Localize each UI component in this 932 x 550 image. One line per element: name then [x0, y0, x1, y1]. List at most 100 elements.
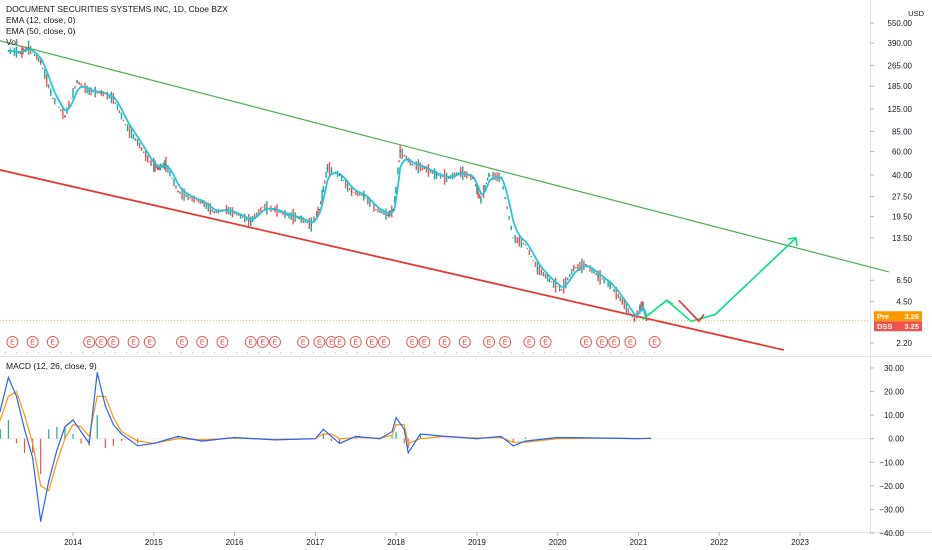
- volume-legend[interactable]: Vol: [6, 37, 18, 47]
- macd-data-point: [338, 442, 341, 445]
- earnings-circle: [580, 336, 592, 348]
- price-tick-label: 85.00: [892, 127, 913, 136]
- earnings-circle: [624, 336, 637, 348]
- earnings-marker: E: [499, 336, 512, 348]
- macd-data-point: [15, 395, 18, 397]
- time-tick-label: 2014: [64, 538, 82, 547]
- volume-bar: [93, 352, 94, 354]
- macd-data-point: [80, 431, 82, 433]
- price-tick-label: 125.00: [888, 105, 913, 114]
- ema12-legend[interactable]: EMA (12, close, 0): [6, 15, 76, 25]
- price-tick-label: 40.00: [892, 171, 913, 180]
- price-data-point: [19, 51, 22, 54]
- volume-bar: [313, 352, 314, 354]
- volume-bar: [71, 352, 72, 354]
- price-data-point: [512, 237, 515, 239]
- macd-data-point: [637, 438, 640, 440]
- volume-bar: [489, 352, 490, 354]
- time-tick-label: 2021: [630, 538, 648, 547]
- volume-bar: [610, 352, 611, 354]
- volume-bar: [478, 352, 479, 354]
- earnings-circle: [256, 336, 269, 348]
- volume-bar: [291, 352, 292, 354]
- volume-bar: [599, 352, 600, 354]
- volume-bar: [258, 352, 259, 354]
- price-data-point: [39, 61, 42, 63]
- macd-data-point: [330, 435, 333, 437]
- earnings-marker: E: [216, 336, 229, 348]
- time-tick-label: 2016: [226, 538, 244, 547]
- macd-data-point: [524, 440, 526, 442]
- price-tick-label: 390.00: [888, 39, 913, 48]
- earnings-circle: [406, 336, 419, 348]
- earnings-letter: E: [200, 340, 205, 347]
- time-tick-label: 2023: [791, 538, 809, 547]
- earnings-marker: E: [349, 336, 362, 348]
- volume-bar: [632, 352, 633, 354]
- time-tick-label: 2019: [468, 538, 486, 547]
- earnings-letter: E: [317, 340, 322, 347]
- volume-bar: [247, 352, 248, 354]
- price-data-point: [411, 163, 414, 166]
- earnings-circle: [349, 336, 362, 348]
- earnings-letter: E: [30, 340, 35, 347]
- macd-data-point: [56, 449, 58, 452]
- earnings-circle: [83, 336, 96, 348]
- volume-bar: [225, 352, 226, 354]
- price-tick-label: 4.50: [896, 298, 912, 307]
- price-data-point: [387, 214, 389, 216]
- price-data-point: [423, 167, 426, 169]
- price-data-point: [213, 211, 216, 214]
- price-data-point: [645, 319, 648, 322]
- price-tick-label: 13.50: [892, 234, 913, 243]
- price-data-point: [641, 303, 644, 305]
- earnings-circle: [196, 336, 209, 348]
- earnings-circle: [6, 336, 19, 348]
- volume-bar: [456, 352, 457, 354]
- price-data-point: [585, 263, 587, 266]
- price-data-point: [573, 267, 575, 269]
- macd-legend[interactable]: MACD (12, 26, close, 9): [6, 361, 97, 371]
- volume-bar: [577, 352, 578, 354]
- price-data-point: [338, 174, 341, 176]
- volume-bar: [544, 352, 545, 354]
- earnings-letter: E: [422, 340, 427, 347]
- macd-data-point: [557, 436, 559, 439]
- price-data-point: [399, 150, 401, 153]
- earnings-letter: E: [180, 340, 185, 347]
- macd-data-point: [137, 445, 139, 447]
- price-data-point: [318, 208, 321, 211]
- volume-bar: [467, 352, 468, 354]
- earnings-letter: E: [50, 340, 55, 347]
- price-data-point: [136, 141, 139, 144]
- macd-tick-label: −40.00: [879, 529, 904, 538]
- volume-bar: [522, 352, 523, 354]
- volume-bar: [654, 352, 655, 354]
- price-data-point: [64, 115, 66, 118]
- earnings-letter: E: [99, 340, 104, 347]
- earnings-circle: [176, 336, 188, 348]
- volume-bar: [214, 352, 215, 354]
- earnings-letter: E: [273, 340, 278, 347]
- earnings-circle: [107, 336, 120, 348]
- macd-data-point: [0, 409, 1, 412]
- price-data-point: [435, 174, 438, 176]
- volume-bar: [38, 352, 39, 354]
- earnings-marker: E: [269, 336, 281, 348]
- price-data-point: [500, 177, 502, 179]
- macd-data-point: [32, 456, 34, 459]
- earnings-letter: E: [652, 340, 657, 347]
- volume-bar: [126, 352, 127, 354]
- price-badge: Pre 3.26: [874, 311, 922, 322]
- volume-bar: [82, 352, 83, 354]
- earnings-marker: E: [483, 336, 495, 348]
- macd-data-point: [23, 428, 26, 430]
- volume-bar: [203, 352, 204, 354]
- earnings-circle: [378, 336, 390, 348]
- macd-data-point: [649, 437, 652, 439]
- ema50-legend[interactable]: EMA (50, close, 0): [6, 26, 76, 36]
- macd-data-point: [88, 442, 90, 445]
- macd-data-point: [177, 435, 179, 437]
